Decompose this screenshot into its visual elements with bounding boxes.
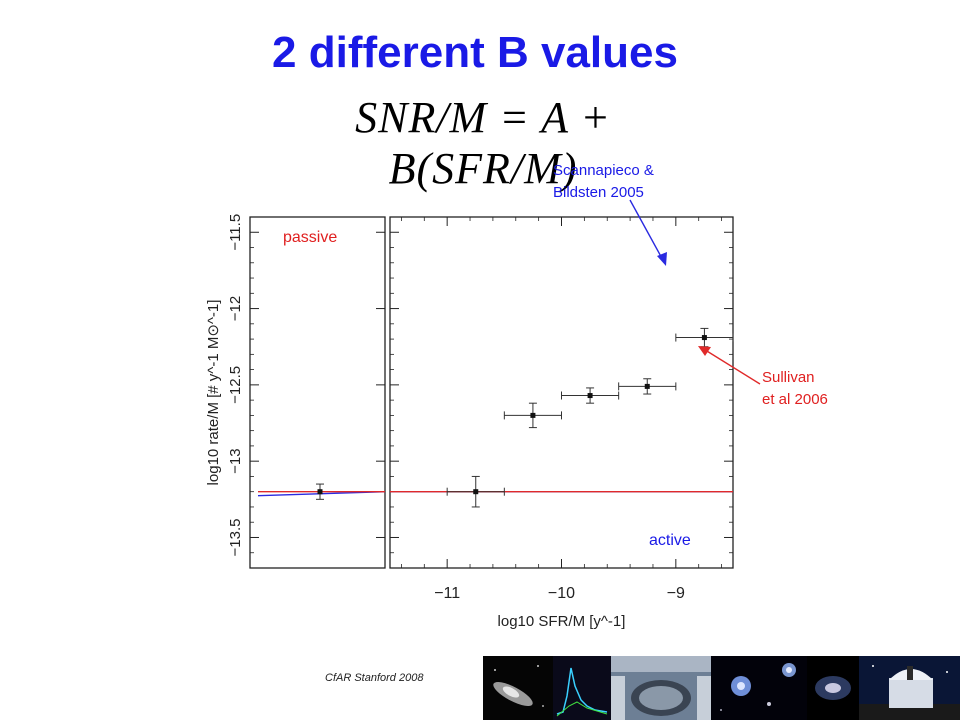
y-tick-label-4: −11.5 [227, 214, 244, 251]
active-data-point-0 [473, 489, 479, 495]
scannapieco-arrow-line [629, 199, 665, 263]
active-label: active [649, 532, 691, 549]
scannapieco-annotation-line2: Bildsten 2005 [553, 184, 644, 201]
scannapieco-annotation: Scannapieco & Bildsten 2005 [553, 160, 654, 204]
scannapieco-annotation-line1: Scannapieco & [553, 162, 654, 179]
x-tick-label-1: −10 [548, 585, 575, 602]
y-tick-label-3: −12 [227, 296, 244, 321]
y-tick-label-1: −13 [227, 448, 244, 473]
x-axis-label: log10 SFR/M [y^-1] [498, 613, 626, 630]
passive-data-point [317, 489, 323, 495]
scannapieco-arrowhead [657, 252, 667, 266]
equation: SNR/M = A + B(SFR/M) [355, 93, 611, 193]
sullivan-annotation: Sullivan et al 2006 [762, 367, 828, 411]
x-tick-label-0: −11 [434, 585, 460, 602]
y-tick-label-0: −13.5 [227, 518, 244, 556]
x-tick-label-2: −9 [667, 585, 685, 602]
spectrum-plot-image [553, 656, 611, 720]
slide-title: 2 different B values [272, 28, 678, 77]
sullivan-annotation-line2: et al 2006 [762, 391, 828, 408]
y-axis-label: log10 rate/M [# y^-1 M⊙^-1] [205, 300, 222, 486]
observatory-dome-image [859, 656, 960, 720]
sullivan-annotation-line1: Sullivan [762, 369, 815, 386]
spiral-galaxy-image [807, 656, 859, 720]
galaxy-image [483, 656, 553, 720]
active-data-point-1 [530, 412, 536, 418]
footer-credit: CfAR Stanford 2008 [325, 672, 424, 684]
y-tick-label-2: −12.5 [227, 366, 244, 404]
active-data-point-4 [701, 335, 707, 341]
passive-panel-frame [249, 216, 386, 569]
sullivan-arrow-line [701, 347, 761, 385]
active-data-point-3 [644, 383, 650, 389]
telescope-mirror-image [611, 656, 711, 720]
galaxy-pair-image [711, 656, 807, 720]
sullivan-arrowhead [698, 346, 711, 356]
passive-label: passive [283, 229, 337, 246]
active-data-point-2 [587, 393, 593, 399]
